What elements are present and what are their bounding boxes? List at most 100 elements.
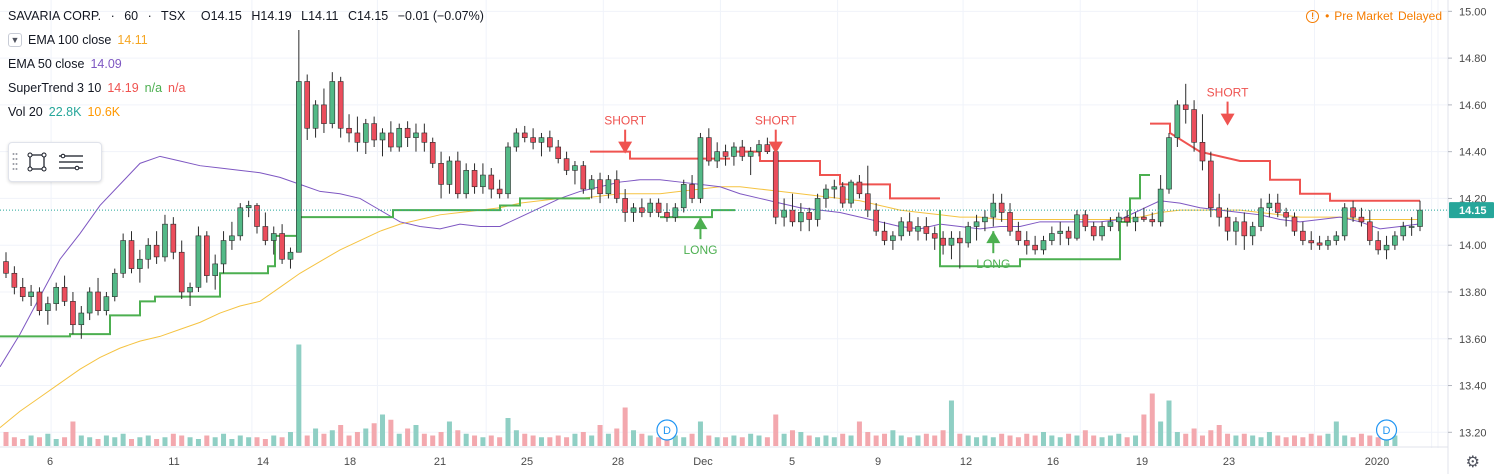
- volume-bar: [129, 439, 135, 446]
- candle: [697, 132, 704, 204]
- lines-icon: [59, 153, 83, 171]
- volume-bar: [62, 437, 68, 446]
- volume-bar: [279, 437, 285, 446]
- candle: [714, 142, 720, 169]
- volume-bar: [1149, 393, 1155, 446]
- indicator-ema100[interactable]: ▼ EMA 100 close 14.11: [8, 33, 154, 47]
- candle: [1274, 193, 1281, 218]
- candle-body: [438, 163, 444, 185]
- candle-body: [388, 132, 394, 148]
- indicator-value: 14.11: [117, 33, 148, 47]
- volume-bar: [3, 432, 9, 446]
- ema100-path: [0, 186, 1418, 429]
- last-price-label: 14.15: [1459, 205, 1487, 217]
- candle: [890, 231, 896, 250]
- candle-body: [831, 186, 838, 190]
- indicator-name: EMA 50 close: [8, 57, 85, 71]
- candle-body: [421, 132, 428, 143]
- candle-body: [337, 81, 344, 129]
- candle-body: [923, 226, 930, 234]
- candle: [1124, 210, 1130, 227]
- candle-body: [864, 193, 871, 211]
- settings-lines-button[interactable]: [54, 145, 88, 179]
- candle-body: [45, 303, 51, 311]
- candle: [170, 217, 177, 260]
- x-tick-label: 28: [612, 456, 624, 468]
- interval[interactable]: 60: [124, 9, 139, 23]
- candle: [1082, 210, 1089, 232]
- candle: [70, 291, 76, 335]
- candle-body: [455, 160, 461, 195]
- candle-body: [547, 137, 553, 148]
- candle-body: [1191, 109, 1197, 143]
- y-tick-label: 14.40: [1459, 147, 1487, 159]
- market-status[interactable]: ! • Pre Market Delayed: [1306, 9, 1442, 23]
- candle: [145, 238, 152, 269]
- volume-bar: [70, 421, 76, 446]
- candle: [1216, 193, 1222, 227]
- dividend-marker[interactable]: D: [656, 419, 678, 441]
- candle: [61, 275, 68, 307]
- candle-body: [162, 223, 168, 258]
- x-tick-label: Dec: [693, 456, 713, 468]
- candle-body: [212, 263, 218, 276]
- symbol-name[interactable]: SAVARIA CORP.: [8, 9, 102, 23]
- short-label: SHORT: [755, 114, 797, 128]
- x-tick-label: 21: [434, 456, 446, 468]
- indicator-supertrend[interactable]: SuperTrend 3 10 14.19 n/a n/a: [8, 81, 191, 95]
- candle: [1291, 212, 1298, 236]
- volume-bar: [865, 432, 871, 446]
- candle-body: [137, 258, 143, 269]
- volume-bar: [748, 433, 754, 446]
- volume-bar: [1174, 432, 1180, 446]
- y-tick-label: 13.80: [1459, 287, 1487, 299]
- volume-bar: [1191, 428, 1197, 446]
- low-value: 14.11: [308, 9, 339, 23]
- candle-body: [890, 235, 896, 241]
- candle: [781, 198, 787, 227]
- gear-icon[interactable]: ⚙: [1465, 454, 1480, 471]
- volume-bar: [1325, 433, 1331, 446]
- long-signal: LONG: [683, 217, 717, 257]
- volume-bar: [1116, 433, 1122, 446]
- volume-bar: [179, 435, 185, 446]
- candle-body: [11, 272, 18, 288]
- candle-body: [538, 137, 545, 143]
- candle-body: [170, 223, 177, 253]
- collapse-legend-button[interactable]: ▼: [8, 33, 22, 47]
- candle-body: [78, 312, 85, 326]
- candle-body: [639, 207, 645, 213]
- candle-body: [362, 123, 369, 143]
- rectangle-tool-button[interactable]: [20, 145, 54, 179]
- volume-bar: [664, 435, 670, 446]
- short-signal: SHORT: [1207, 86, 1249, 126]
- candle: [622, 189, 628, 222]
- y-tick-label: 14.00: [1459, 240, 1487, 252]
- indicator-volume[interactable]: Vol 20 22.8K 10.6K: [8, 105, 126, 119]
- candle: [312, 100, 319, 138]
- volume-bar: [488, 435, 494, 446]
- candle: [898, 217, 905, 241]
- candle: [1191, 100, 1197, 152]
- candle-body: [220, 240, 227, 265]
- candle-body: [1007, 212, 1013, 232]
- indicator-ema50[interactable]: EMA 50 close 14.09: [8, 57, 128, 71]
- short-label: SHORT: [1207, 86, 1249, 100]
- candle: [597, 172, 603, 204]
- dividend-marker[interactable]: D: [1375, 419, 1398, 441]
- volume-bar: [965, 435, 971, 446]
- volume-bar: [1283, 437, 1289, 446]
- drag-handle[interactable]: [12, 150, 20, 174]
- candle-body: [329, 81, 336, 124]
- candle: [279, 224, 285, 264]
- volume-bar: [1066, 433, 1072, 446]
- volume-bar: [781, 433, 787, 446]
- volume-bar: [1266, 432, 1272, 446]
- candle: [538, 132, 545, 157]
- candle: [354, 116, 361, 152]
- volume-bar: [1275, 435, 1281, 446]
- high-value: 14.19: [260, 9, 292, 23]
- volume-bar: [714, 437, 720, 446]
